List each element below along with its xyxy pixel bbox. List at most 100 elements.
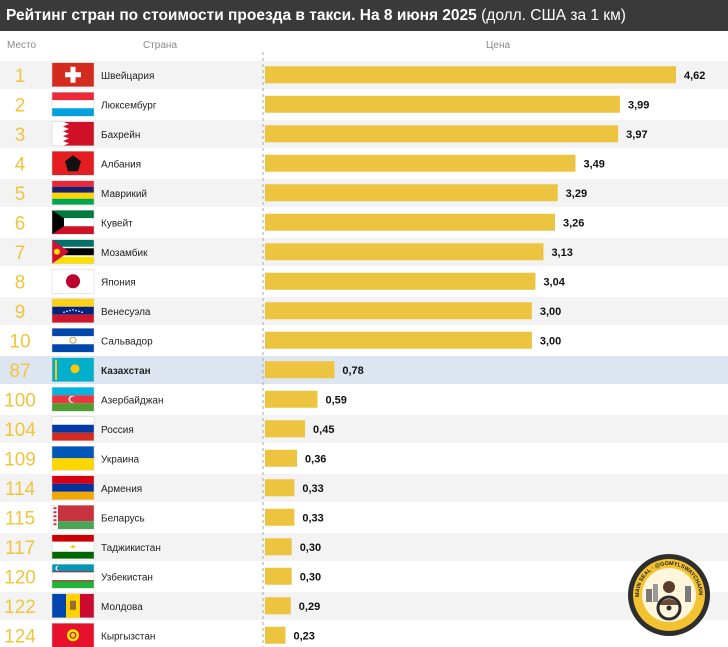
data-label: 0,23 bbox=[293, 630, 314, 642]
table-row bbox=[0, 385, 728, 414]
bar bbox=[265, 331, 532, 349]
bar bbox=[265, 567, 292, 585]
bar bbox=[265, 449, 298, 467]
data-label: 0,30 bbox=[300, 571, 321, 583]
tajikistan-flag-icon bbox=[51, 534, 95, 559]
bar bbox=[265, 154, 576, 172]
rank-label: 6 bbox=[15, 213, 26, 234]
rank-label: 122 bbox=[4, 597, 36, 618]
watermark-seal: THE MAIN SEAL · @GOMYLSWAYCHANNEL.IO bbox=[627, 553, 710, 636]
category-label: Молдова bbox=[101, 602, 143, 613]
rank-label: 87 bbox=[9, 361, 30, 382]
venezuela-flag-icon bbox=[51, 298, 95, 323]
table-row bbox=[0, 562, 728, 591]
data-label: 0,45 bbox=[313, 424, 334, 436]
data-label: 3,13 bbox=[551, 247, 572, 259]
rank-label: 124 bbox=[4, 626, 36, 647]
data-label: 3,00 bbox=[540, 306, 561, 318]
bar bbox=[265, 95, 620, 113]
category-label: Маврикий bbox=[101, 189, 147, 200]
title-units: (долл. США за 1 км) bbox=[481, 7, 626, 24]
title-main: Рейтинг стран по стоимости проезда в так… bbox=[6, 7, 477, 24]
bar bbox=[265, 125, 619, 143]
category-label: Узбекистан bbox=[101, 571, 153, 583]
category-label: Кыргызстан bbox=[101, 631, 155, 642]
column-header-country: Страна bbox=[143, 40, 178, 51]
data-label: 3,26 bbox=[563, 217, 584, 229]
bar bbox=[265, 390, 318, 408]
category-label: Мозамбик bbox=[101, 247, 148, 259]
rank-label: 115 bbox=[5, 508, 35, 529]
category-label: Армения bbox=[101, 484, 142, 495]
bar bbox=[265, 597, 291, 615]
table-row bbox=[0, 592, 728, 620]
rank-label: 1 bbox=[15, 66, 26, 87]
data-label: 3,49 bbox=[583, 158, 604, 170]
bar bbox=[265, 66, 676, 84]
category-label: Албания bbox=[101, 158, 141, 170]
rank-label: 120 bbox=[4, 567, 36, 588]
armenia-flag-icon bbox=[51, 475, 95, 500]
data-label: 0,78 bbox=[342, 365, 363, 377]
category-label: Беларусь bbox=[101, 513, 145, 524]
bar bbox=[265, 626, 286, 644]
category-label: Украина bbox=[101, 454, 140, 465]
azerbaijan-flag-icon bbox=[51, 387, 95, 412]
data-label: 0,33 bbox=[302, 483, 323, 495]
mauritius-flag-icon bbox=[51, 180, 95, 205]
category-label: Казахстан bbox=[101, 366, 151, 377]
rank-label: 117 bbox=[5, 538, 35, 559]
table-row bbox=[0, 533, 728, 561]
rank-label: 5 bbox=[15, 184, 26, 205]
ukraine-flag-icon bbox=[51, 446, 95, 471]
kyrgyzstan-flag-icon bbox=[51, 623, 95, 647]
category-label: Россия bbox=[101, 425, 134, 436]
mozambique-flag-icon bbox=[51, 239, 95, 264]
data-label: 0,59 bbox=[325, 394, 346, 406]
rank-label: 4 bbox=[15, 154, 26, 175]
table-row bbox=[0, 356, 728, 384]
data-label: 3,97 bbox=[626, 129, 647, 141]
rank-label: 3 bbox=[15, 125, 26, 146]
table-row bbox=[0, 474, 728, 502]
category-label: Люксембург bbox=[101, 99, 157, 111]
bahrain-flag-icon bbox=[51, 121, 95, 146]
rank-label: 7 bbox=[15, 243, 26, 264]
bar bbox=[265, 243, 544, 261]
data-label: 3,00 bbox=[540, 335, 561, 347]
data-label: 0,29 bbox=[299, 601, 320, 613]
bar bbox=[265, 361, 335, 379]
rank-label: 100 bbox=[4, 390, 36, 411]
rank-label: 109 bbox=[4, 449, 36, 470]
data-label: 0,33 bbox=[302, 512, 323, 524]
category-label: Япония bbox=[101, 277, 136, 288]
column-header-rank: Место bbox=[7, 40, 37, 51]
category-label: Бахрейн bbox=[101, 130, 140, 141]
belarus-flag-icon bbox=[51, 505, 95, 530]
rank-label: 9 bbox=[15, 302, 26, 323]
data-label: 0,30 bbox=[300, 542, 321, 554]
category-label: Таджикистан bbox=[101, 543, 161, 554]
table-row bbox=[0, 415, 728, 443]
uzbekistan-flag-icon bbox=[51, 564, 95, 589]
kazakhstan-flag-icon bbox=[51, 357, 95, 382]
rank-label: 2 bbox=[15, 95, 26, 116]
chart-title: Рейтинг стран по стоимости проезда в так… bbox=[0, 0, 728, 31]
bar bbox=[265, 420, 306, 438]
el-salvador-flag-icon bbox=[51, 328, 95, 353]
data-label: 3,99 bbox=[628, 99, 649, 111]
moldova-flag-icon bbox=[51, 593, 95, 618]
rank-label: 114 bbox=[5, 479, 36, 500]
column-header-price: Цена bbox=[486, 40, 511, 51]
category-label: Венесуэла bbox=[101, 307, 151, 318]
rank-label: 104 bbox=[4, 420, 36, 441]
rank-label: 10 bbox=[9, 331, 30, 352]
bar bbox=[265, 538, 292, 556]
albania-flag-icon bbox=[51, 151, 95, 176]
luxembourg-flag-icon bbox=[51, 92, 95, 117]
category-label: Сальвадор bbox=[101, 336, 153, 347]
bar bbox=[265, 479, 295, 497]
data-label: 3,04 bbox=[543, 276, 565, 288]
category-label: Азербайджан bbox=[101, 394, 164, 406]
